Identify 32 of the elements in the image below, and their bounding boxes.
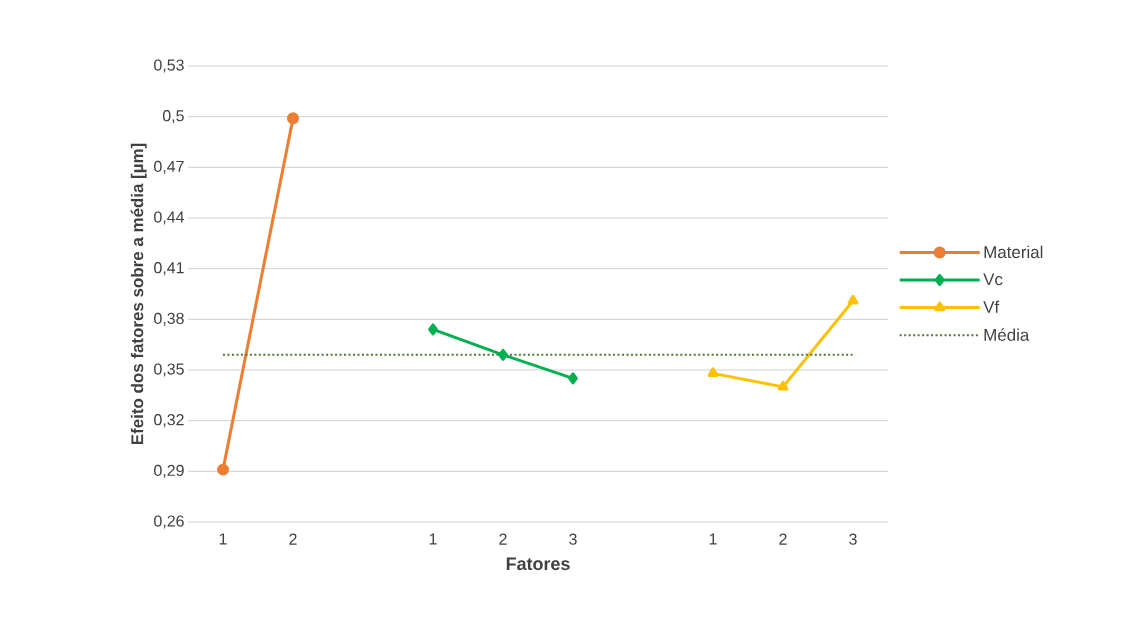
- point: [428, 323, 438, 336]
- y-tick-label: 0,5: [162, 110, 184, 124]
- x-tick-label: 3: [849, 533, 857, 545]
- y-tick-label: 0,41: [154, 262, 184, 276]
- point: [287, 112, 300, 125]
- point: [847, 294, 859, 305]
- point: [498, 348, 508, 361]
- x-axis-title: Fatores: [506, 557, 570, 571]
- x-tick-label: 1: [709, 533, 717, 545]
- x-tick-label: 2: [289, 533, 297, 545]
- legend-label: Material: [984, 245, 1043, 259]
- y-axis-title: Efeito dos fatores sobre a média [µm]: [130, 143, 147, 445]
- legend-label: Média: [984, 328, 1030, 341]
- legend-label: Vc: [983, 273, 1003, 286]
- x-tick-label: 2: [779, 533, 787, 545]
- x-tick-label: 1: [429, 533, 437, 545]
- y-tick-label: 0,29: [154, 464, 184, 478]
- point: [707, 367, 719, 378]
- y-tick-label: 0,35: [154, 363, 184, 377]
- y-tick-label: 0,26: [154, 515, 184, 529]
- point: [568, 372, 578, 385]
- y-tick-label: 0,32: [154, 414, 184, 428]
- y-tick-label: 0,38: [154, 312, 184, 326]
- legend-label: Vf: [983, 300, 1000, 313]
- x-tick-label: 1: [219, 533, 227, 545]
- y-tick-label: 0,44: [154, 211, 185, 225]
- y-tick-label: 0,47: [154, 160, 184, 174]
- x-tick-label: 3: [569, 533, 577, 545]
- point: [777, 380, 789, 391]
- x-tick-label: 2: [499, 533, 507, 545]
- point: [217, 463, 230, 476]
- y-tick-label: 0,53: [154, 59, 184, 73]
